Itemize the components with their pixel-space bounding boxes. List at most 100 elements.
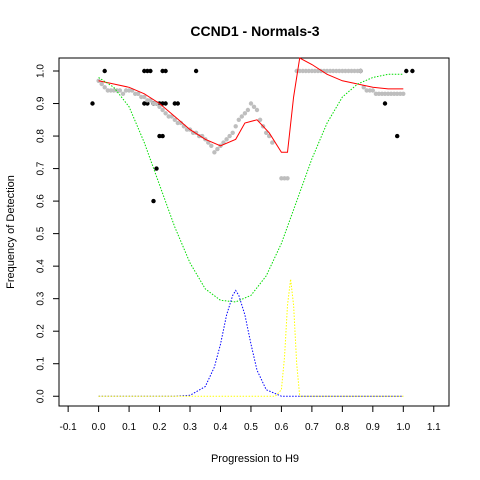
data-point bbox=[236, 117, 241, 123]
x-tick-label: 0.9 bbox=[366, 422, 380, 433]
data-point bbox=[163, 101, 168, 106]
x-tick-label: 0.8 bbox=[335, 422, 349, 433]
series-3 bbox=[98, 73, 404, 303]
x-tick-label: 0.3 bbox=[183, 422, 197, 433]
data-point bbox=[337, 68, 342, 74]
data-point bbox=[120, 91, 126, 97]
data-point bbox=[157, 104, 162, 110]
y-tick-label: 0.9 bbox=[36, 96, 47, 110]
series-1 bbox=[96, 68, 406, 181]
fit-line bbox=[98, 57, 404, 153]
data-point bbox=[145, 101, 150, 106]
y-axis: 0.0 0.1 0.2 0.3 0.4 0.5 0.6 0.7 0.8 0.9 1.0 bbox=[36, 64, 59, 403]
data-point bbox=[163, 111, 168, 116]
data-point bbox=[312, 68, 318, 74]
data-point bbox=[264, 130, 269, 135]
data-point bbox=[279, 176, 284, 181]
data-point bbox=[151, 198, 156, 204]
y-tick-label: 0.2 bbox=[36, 324, 47, 338]
data-point bbox=[227, 133, 232, 139]
data-point bbox=[175, 101, 180, 106]
y-tick-label: 0.3 bbox=[36, 291, 47, 305]
x-tick-label: 0.4 bbox=[214, 422, 228, 433]
series-2 bbox=[98, 57, 404, 153]
data-point bbox=[404, 68, 409, 74]
x-tick-label: 0.7 bbox=[305, 422, 319, 433]
data-point bbox=[154, 166, 159, 171]
data-point bbox=[270, 140, 275, 145]
data-point bbox=[361, 85, 366, 90]
data-point bbox=[117, 88, 123, 93]
y-tick-label: 1.0 bbox=[36, 64, 47, 78]
y-tick-label: 0.1 bbox=[36, 356, 47, 370]
data-point bbox=[215, 146, 220, 152]
data-point bbox=[257, 117, 263, 123]
chart-marks bbox=[90, 57, 415, 397]
x-tick-label: -0.1 bbox=[60, 422, 78, 433]
y-axis-label: Frequency of Detection bbox=[5, 175, 17, 289]
data-point bbox=[401, 91, 406, 97]
data-point bbox=[376, 91, 382, 97]
data-point bbox=[306, 68, 311, 74]
data-point bbox=[160, 133, 165, 139]
x-tick-label: 1.0 bbox=[396, 422, 410, 433]
data-point bbox=[111, 88, 117, 93]
data-point bbox=[209, 143, 214, 148]
data-point bbox=[175, 120, 180, 126]
data-point bbox=[193, 68, 199, 74]
data-point bbox=[251, 104, 257, 110]
data-point bbox=[343, 68, 348, 74]
data-point bbox=[248, 101, 254, 106]
data-point bbox=[410, 68, 415, 74]
data-point bbox=[178, 120, 184, 126]
data-point bbox=[99, 81, 104, 87]
data-point bbox=[297, 68, 302, 74]
data-point bbox=[370, 88, 375, 93]
data-point bbox=[142, 68, 147, 74]
data-point bbox=[102, 85, 107, 90]
x-tick-label: 0.2 bbox=[153, 422, 167, 433]
data-point bbox=[142, 94, 147, 100]
data-point bbox=[172, 117, 177, 123]
x-axis: -0.1 0.0 0.1 0.2 0.3 0.4 0.5 0.6 0.7 0.8 0.9 1.0 1.1 bbox=[60, 406, 441, 433]
y-tick-label: 0.7 bbox=[36, 161, 47, 175]
x-tick-label: 0.6 bbox=[274, 422, 288, 433]
data-point bbox=[148, 98, 153, 103]
data-point bbox=[388, 91, 394, 97]
series-5 bbox=[98, 279, 404, 397]
y-tick-label: 0.8 bbox=[36, 129, 47, 143]
data-point bbox=[163, 68, 168, 74]
data-point bbox=[324, 68, 330, 74]
data-point bbox=[331, 68, 336, 74]
data-point bbox=[245, 107, 251, 113]
x-tick-label: 0.0 bbox=[92, 422, 106, 433]
data-point bbox=[160, 107, 165, 113]
data-point bbox=[148, 68, 153, 74]
y-tick-label: 0.6 bbox=[36, 194, 47, 208]
data-point bbox=[358, 68, 363, 74]
data-point bbox=[230, 130, 235, 135]
data-point bbox=[285, 176, 290, 181]
density-curve bbox=[98, 73, 404, 303]
data-point bbox=[224, 137, 229, 142]
density-curve bbox=[98, 279, 404, 397]
plot-frame bbox=[58, 57, 450, 407]
data-point bbox=[157, 133, 162, 139]
data-point bbox=[352, 68, 357, 74]
data-point bbox=[242, 111, 248, 116]
chart-title: CCND1 - Normals-3 bbox=[190, 23, 319, 39]
y-tick-label: 0.0 bbox=[36, 389, 47, 403]
data-point bbox=[102, 68, 107, 74]
data-point bbox=[123, 88, 129, 93]
data-point bbox=[233, 124, 238, 129]
y-tick-label: 0.5 bbox=[36, 226, 47, 240]
data-point bbox=[395, 91, 400, 97]
data-point bbox=[364, 88, 369, 93]
x-tick-label: 0.1 bbox=[122, 422, 136, 433]
data-point bbox=[212, 150, 217, 155]
x-tick-label: 0.5 bbox=[244, 422, 258, 433]
data-point bbox=[382, 91, 388, 97]
y-tick-label: 0.4 bbox=[36, 259, 47, 273]
series-4 bbox=[98, 289, 404, 397]
